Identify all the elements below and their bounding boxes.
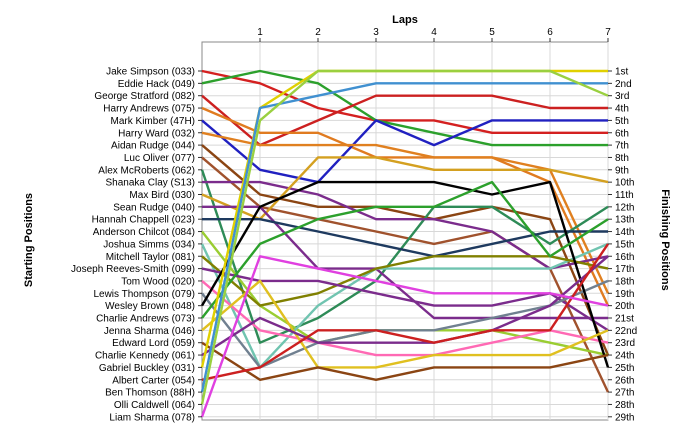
series-line-3 [201, 106, 610, 307]
driver-label: Charlie Andrews (073) [96, 314, 195, 325]
series-line-11 [202, 205, 608, 320]
x-tick-label: 4 [431, 27, 437, 38]
series-line-10 [201, 156, 609, 221]
driver-label: Olli Caldwell (064) [114, 400, 195, 411]
finishing-position-label: 19th [615, 289, 634, 300]
driver-label: Hannah Chappell (023) [92, 215, 195, 226]
series-line-21 [201, 279, 609, 369]
finishing-position-label: 5th [615, 116, 629, 127]
series-line-2 [201, 94, 608, 147]
finishing-position-label: 17th [615, 264, 634, 275]
driver-label: Albert Carter (054) [112, 375, 195, 386]
driver-label: Eddie Hack (049) [118, 79, 195, 90]
driver-label: Max Bird (030) [129, 190, 195, 201]
driver-label: Alex McRoberts (062) [98, 165, 195, 176]
finishing-position-label: 26th [615, 375, 634, 386]
series-line-26 [200, 82, 608, 393]
finishing-position-label: 10th [615, 178, 634, 189]
driver-label: Harry Ward (032) [118, 128, 195, 139]
series-line-9 [202, 180, 609, 270]
series-line-4 [201, 119, 608, 184]
driver-label: Harry Andrews (075) [103, 104, 195, 115]
finishing-position-label: 6th [615, 128, 629, 139]
driver-label: Jake Simpson (033) [106, 67, 195, 78]
x-tick-label: 2 [315, 27, 321, 38]
series-line-5 [201, 131, 610, 294]
y-axis-label-right: Finishing Positions [659, 189, 671, 290]
finishing-position-label: 13th [615, 215, 634, 226]
driver-label: Liam Sharma (078) [109, 412, 195, 423]
finishing-position-label: 11th [615, 190, 634, 201]
driver-label: Joshua Simms (034) [103, 239, 195, 250]
driver-label: Jenna Sharma (046) [104, 326, 195, 337]
finishing-position-label: 9th [615, 165, 629, 176]
finishing-position-label: 8th [615, 153, 629, 164]
series-line-14 [200, 242, 609, 369]
driver-label: Joseph Reeves-Smith (099) [71, 264, 195, 275]
driver-label: Gabriel Buckley (031) [99, 363, 195, 374]
series-line-20 [201, 180, 609, 319]
finishing-position-label: 27th [615, 388, 634, 399]
finishing-position-label: 15th [615, 239, 634, 250]
finishing-position-label: 22nd [615, 326, 637, 337]
finishing-position-label: 25th [615, 363, 634, 374]
x-tick-label: 1 [257, 27, 263, 38]
finishing-position-label: 2nd [615, 79, 632, 90]
driver-label: Anderson Chilcot (084) [93, 227, 195, 238]
finishing-position-label: 28th [615, 400, 634, 411]
finishing-position-label: 12th [615, 202, 634, 213]
driver-label: Edward Lord (059) [112, 338, 195, 349]
series-line-12 [202, 217, 608, 258]
driver-label: Tom Wood (020) [121, 276, 195, 287]
finishing-position-label: 23rd [615, 338, 635, 349]
driver-label: Ben Thomson (88H) [105, 388, 195, 399]
series-line-19 [200, 180, 610, 368]
series-line-18 [201, 279, 609, 369]
series-line-27 [200, 69, 609, 405]
axis-layer: 1 2 3 4 5 6 7 Jake Simpson (033)Eddie Hack (049… [71, 27, 637, 423]
finishing-position-label: 18th [615, 276, 634, 287]
x-tick-label: 7 [605, 27, 611, 38]
series-line-23 [201, 255, 609, 357]
finishing-position-label: 20th [615, 301, 634, 312]
driver-label: Wesley Brown (048) [105, 301, 195, 312]
driver-label: Shanaka Clay (S13) [106, 178, 196, 189]
finishing-position-label: 16th [615, 252, 634, 263]
finishing-position-label: 3rd [615, 91, 629, 102]
finishing-position-label: 7th [615, 141, 629, 152]
driver-label: Aidan Rudge (044) [111, 141, 195, 152]
series-line-22 [201, 341, 609, 381]
series-line-1 [201, 69, 608, 147]
series-layer [200, 69, 610, 418]
driver-label: Luc Oliver (077) [124, 153, 195, 164]
finishing-position-label: 21st [615, 314, 634, 325]
driver-label: Charlie Kennedy (061) [95, 351, 195, 362]
driver-label: Lewis Thompson (079) [93, 289, 195, 300]
x-tick-label: 3 [373, 27, 379, 38]
driver-label: George Stratford (082) [94, 91, 195, 102]
driver-label: Mitchell Taylor (081) [106, 252, 195, 263]
series-line-17 [201, 279, 609, 357]
series-line-15 [201, 255, 609, 307]
y-axis-label-left: Starting Positions [23, 193, 35, 287]
series-line-6 [201, 144, 610, 356]
series-line-8 [200, 169, 609, 344]
finishing-position-label: 24th [615, 351, 634, 362]
series-line-16 [201, 267, 609, 332]
series-line-25 [201, 243, 609, 381]
x-tick-label: 5 [489, 27, 495, 38]
driver-label: Sean Rudge (040) [113, 202, 195, 213]
x-tick-label: 6 [547, 27, 553, 38]
finishing-position-label: 4th [615, 104, 629, 115]
finishing-position-label: 14th [615, 227, 634, 238]
series-line-0 [201, 69, 608, 135]
finishing-position-label: 29th [615, 412, 634, 423]
chart-title: Laps [392, 14, 418, 26]
driver-label: Mark Kimber (47H) [111, 116, 195, 127]
series-line-28 [200, 255, 609, 418]
finishing-position-label: 1st [615, 67, 629, 78]
